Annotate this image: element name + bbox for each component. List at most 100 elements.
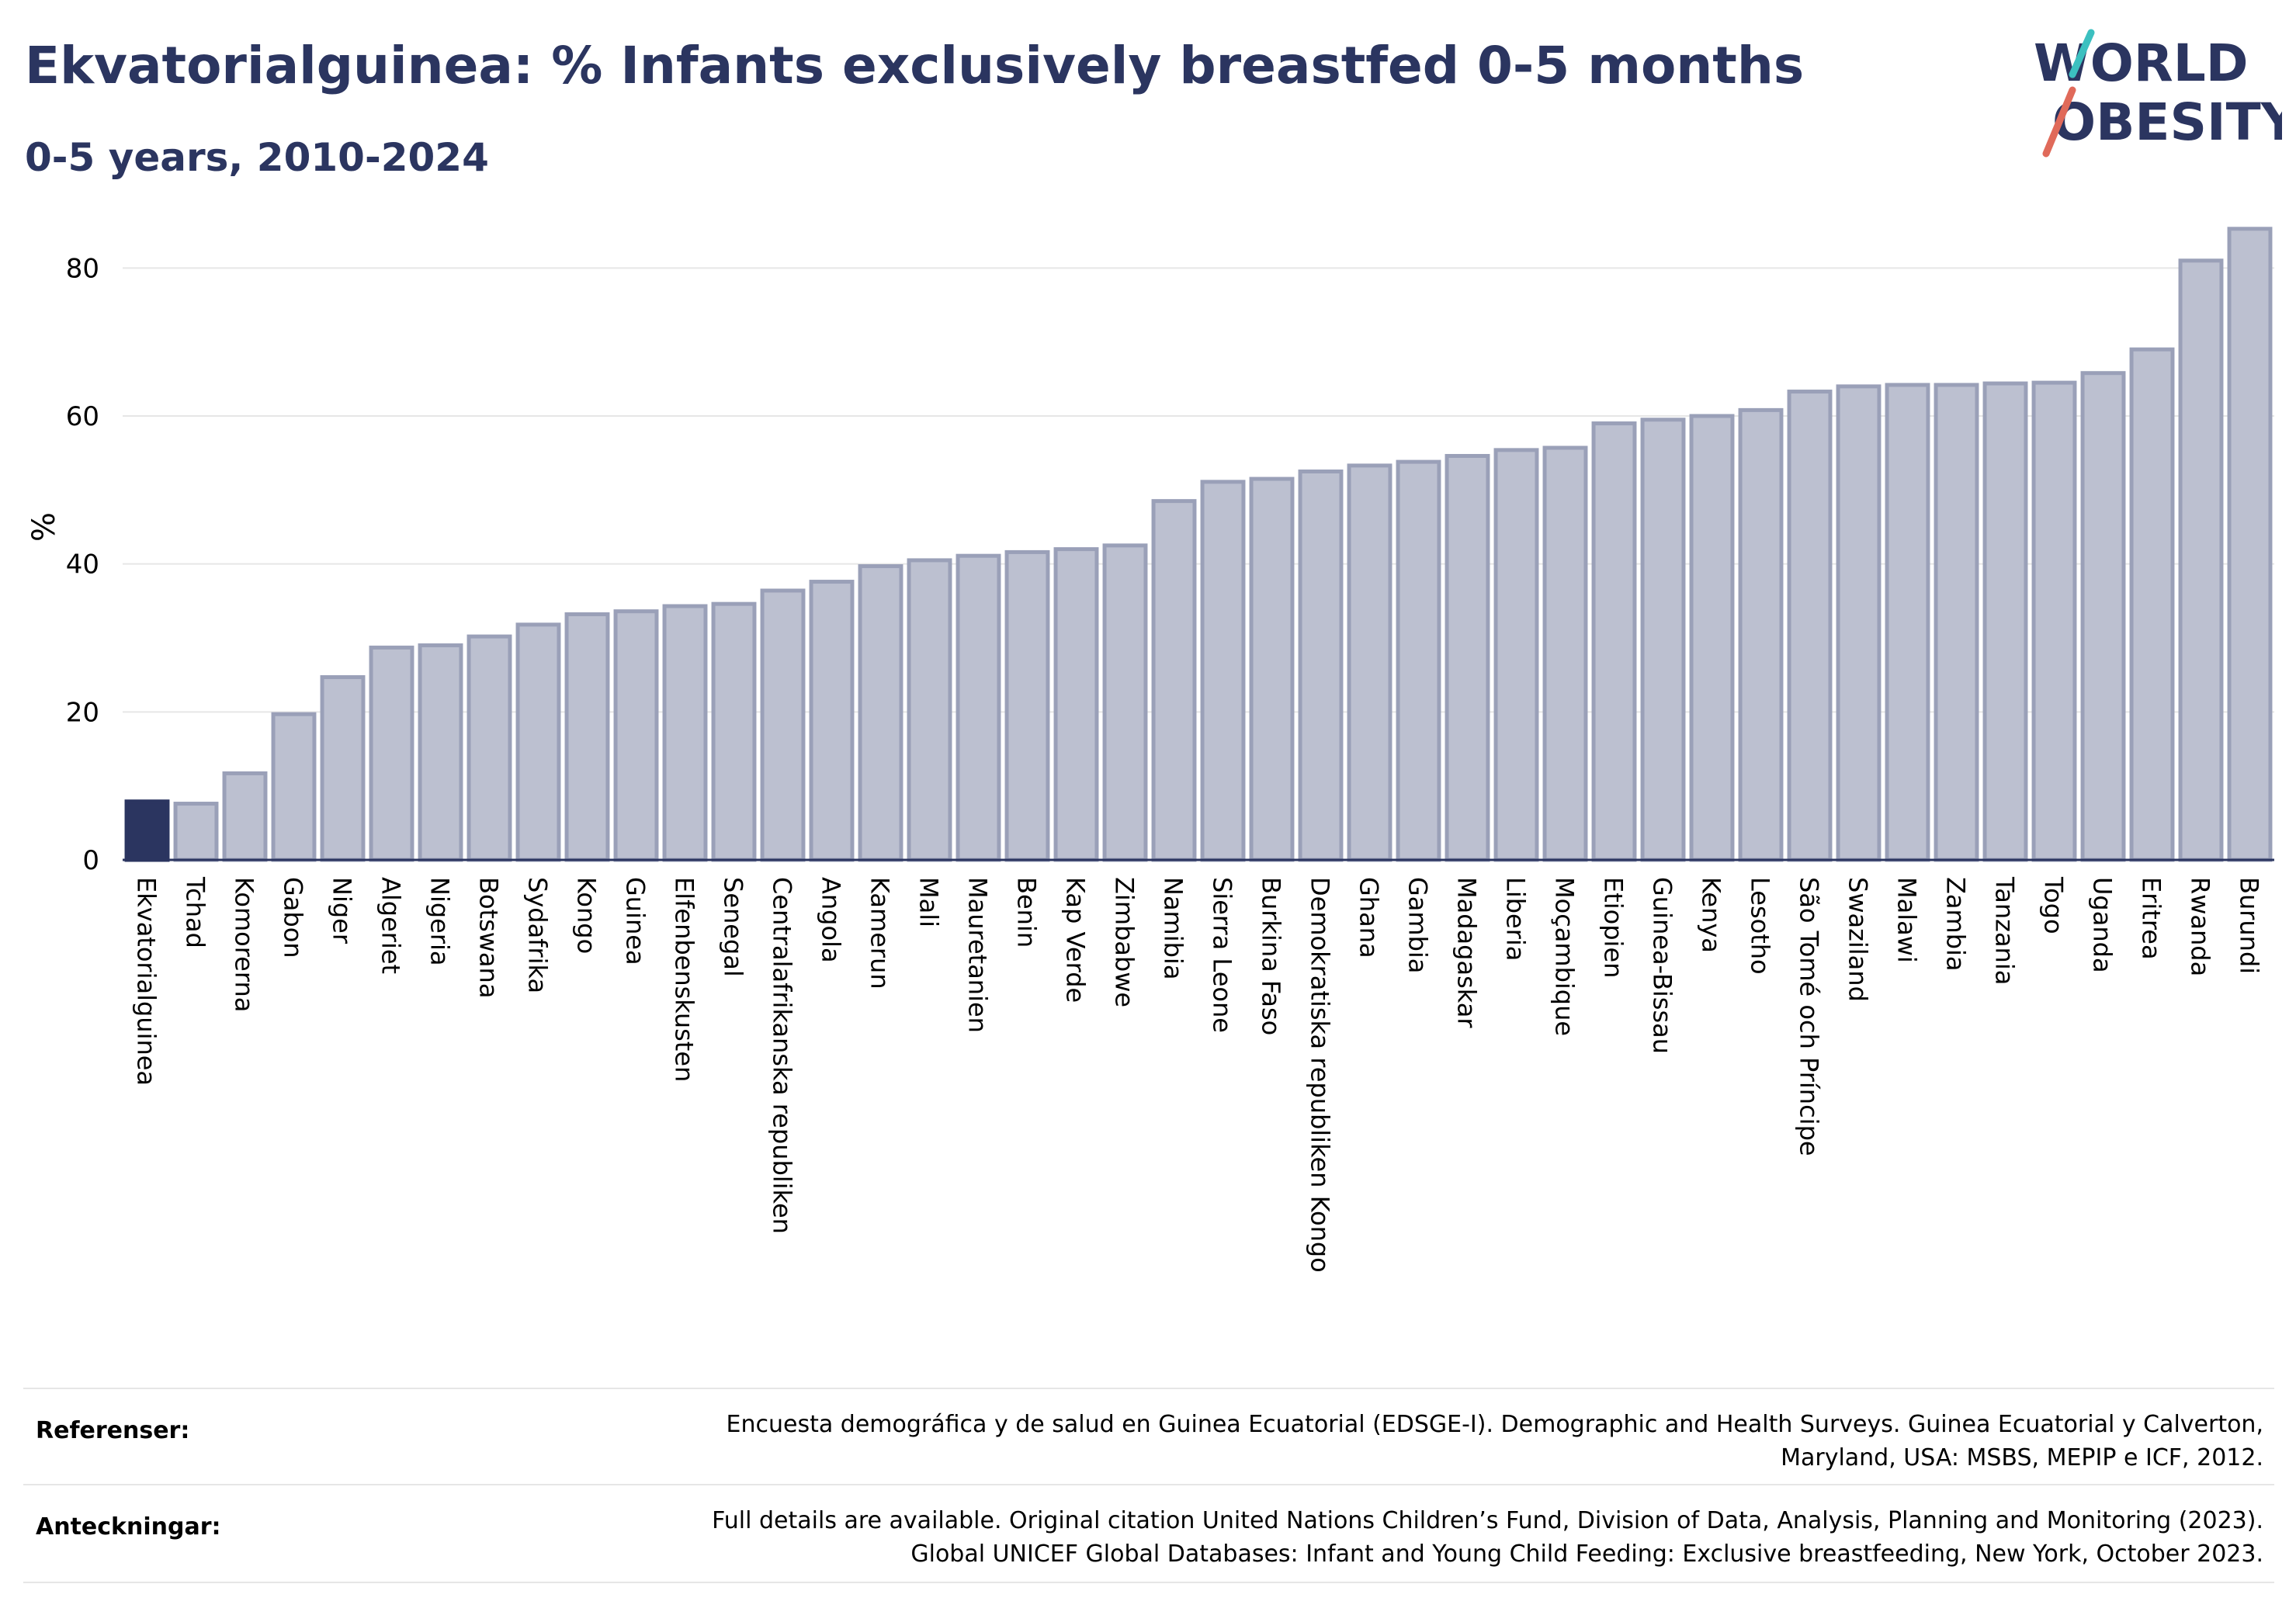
- bar: [515, 622, 561, 862]
- x-tick-label: Zimbabwe: [1110, 877, 1139, 1007]
- bar: [271, 712, 317, 862]
- bar: [760, 588, 806, 862]
- bar: [1982, 381, 2028, 862]
- bar: [369, 645, 414, 862]
- x-tick-label: Senegal: [719, 877, 748, 977]
- bar: [956, 553, 1001, 862]
- x-tick-label: Botswana: [474, 877, 504, 998]
- x-tick-label: Kenya: [1697, 877, 1726, 953]
- bar-chart: 0 20 40 60 80% Ekvatorialguinea Tchad Komorerna…: [26, 227, 2274, 1273]
- x-tick-label: Uganda: [2088, 877, 2117, 973]
- x-tick-label: Elfenbenskusten: [670, 877, 699, 1082]
- logo-slash-red: [2042, 86, 2076, 158]
- x-tick-label: Gabon: [279, 877, 308, 958]
- x-tick-label: Tanzania: [1990, 876, 2020, 985]
- x-tick-label: Lesotho: [1746, 877, 1775, 975]
- x-tick-label: Liberia: [1501, 877, 1531, 961]
- bar: [1004, 549, 1050, 862]
- bar: [1249, 477, 1295, 862]
- bar: [1053, 547, 1099, 862]
- x-tick-label: Ghana: [1354, 877, 1384, 958]
- bar: [1836, 384, 1882, 862]
- bar: [1445, 453, 1490, 862]
- x-tick-label: Mali: [914, 877, 944, 927]
- logo-slash-teal: [2069, 29, 2095, 78]
- x-tick-label: Rwanda: [2186, 877, 2215, 976]
- y-tick-label: 60: [66, 401, 99, 432]
- notes-label: Anteckningar:: [36, 1513, 221, 1541]
- y-tick-label: 20: [66, 697, 99, 728]
- bar: [1738, 407, 1784, 862]
- x-tick-label: Etiopien: [1599, 877, 1628, 978]
- y-tick-label: 0: [82, 845, 99, 876]
- notes-text: Full details are available. Original cit…: [323, 1504, 2263, 1571]
- bar: [1542, 445, 1588, 862]
- y-axis-label: %: [26, 512, 62, 542]
- x-tick-label: Ekvatorialguinea: [132, 877, 161, 1086]
- x-tick-label: Centralafrikanska republiken: [768, 877, 797, 1234]
- x-tick-label: Zambia: [1941, 877, 1971, 972]
- x-tick-label: São Tomé och Príncipe: [1795, 877, 1824, 1156]
- x-tick-label: Burundi: [2235, 877, 2264, 974]
- logo-text-line2: OBESITY: [2052, 92, 2282, 152]
- notes-row: Anteckningar: Full details are available…: [23, 1484, 2274, 1583]
- bar: [1102, 543, 1148, 862]
- y-tick-label: 40: [66, 549, 99, 581]
- x-tick-label: Komorerna: [230, 877, 259, 1012]
- x-tick-label: Benin: [1012, 877, 1042, 948]
- bar: [418, 643, 463, 862]
- chart-title: Ekvatorialguinea: % Infants exclusively …: [25, 36, 1805, 95]
- x-tick-label: Sydafrika: [523, 877, 553, 993]
- bar: [1934, 383, 1979, 862]
- bar: [2129, 347, 2175, 862]
- bar-highlighted: [124, 799, 170, 862]
- logo-text-line1: WORLD: [2034, 33, 2249, 93]
- x-tick-label: Madagaskar: [1452, 877, 1482, 1028]
- bar: [662, 604, 708, 862]
- x-tick-label: Moçambique: [1550, 877, 1580, 1036]
- bar: [613, 609, 659, 862]
- bar: [2178, 258, 2224, 862]
- notes-line: Global UNICEF Global Databases: Infant a…: [910, 1541, 2263, 1568]
- bar: [1151, 499, 1197, 862]
- bar: [2080, 371, 2126, 862]
- x-tick-label: Sierra Leone: [1208, 877, 1237, 1033]
- bar: [173, 802, 219, 862]
- x-tick-label: Guinea-Bissau: [1648, 877, 1677, 1054]
- bar: [1347, 463, 1393, 862]
- x-tick-label: Nigeria: [425, 877, 455, 965]
- x-tick-label: Angola: [817, 877, 846, 963]
- bar: [2031, 380, 2077, 862]
- x-tick-label: Kap Verde: [1061, 877, 1091, 1003]
- bar: [564, 612, 610, 862]
- x-tick-label: Swaziland: [1843, 877, 1873, 1002]
- references-row: Referenser: Encuesta demográfica y de sa…: [23, 1388, 2274, 1485]
- x-tick-label: Malawi: [1892, 877, 1922, 963]
- bar: [711, 601, 757, 862]
- bar: [1298, 470, 1344, 862]
- x-tick-label: Algeriet: [376, 877, 406, 974]
- x-tick-label: Mauretanien: [963, 877, 993, 1033]
- bar: [1787, 390, 1833, 862]
- x-tick-label: Gambia: [1403, 877, 1433, 973]
- chart-subtitle: 0-5 years, 2010-2024: [25, 135, 489, 180]
- notes-line: Full details are available. Original cit…: [712, 1507, 2263, 1534]
- references-line: Maryland, USA: MSBS, MEPIP e ICF, 2012.: [1781, 1444, 2263, 1471]
- references-line: Encuesta demográfica y de salud en Guine…: [726, 1411, 2263, 1438]
- world-obesity-logo: WORLD OBESITY: [2034, 29, 2282, 158]
- x-tick-label: Niger: [328, 877, 357, 944]
- bar: [1640, 418, 1686, 862]
- bar: [1200, 480, 1246, 862]
- bar: [320, 675, 366, 862]
- bar: [2227, 227, 2273, 862]
- x-tick-label: Guinea: [621, 877, 650, 965]
- bar: [809, 580, 855, 862]
- bar: [858, 564, 903, 862]
- bar: [1493, 448, 1539, 862]
- x-tick-label: Kongo: [572, 877, 602, 954]
- x-tick-label: Namibia: [1159, 877, 1188, 979]
- x-tick-label: Burkina Faso: [1257, 877, 1286, 1035]
- bar: [1689, 414, 1735, 862]
- x-tick-label: Togo: [2039, 876, 2069, 934]
- bar: [1591, 421, 1637, 862]
